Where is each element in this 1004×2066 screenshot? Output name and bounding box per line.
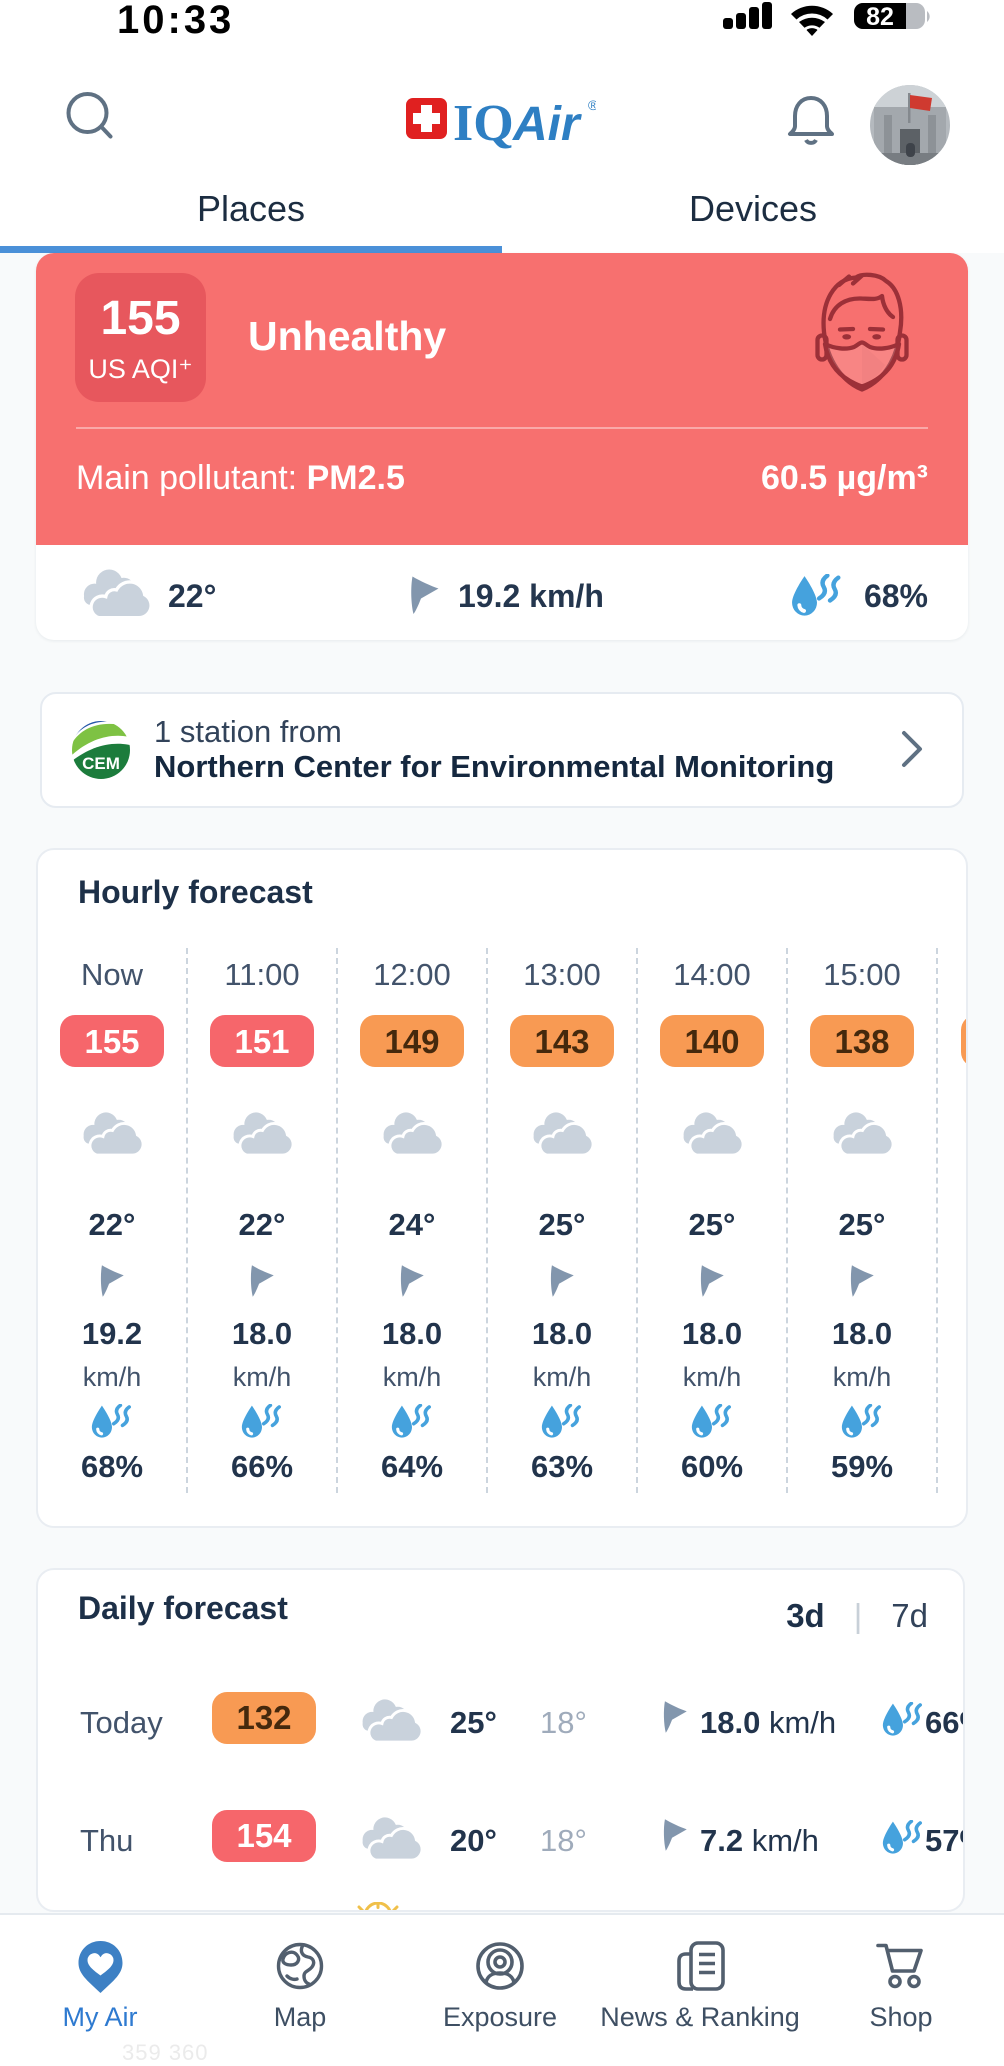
svg-text:Air: Air — [512, 98, 582, 151]
svg-text:CEM: CEM — [82, 754, 120, 773]
svg-text:®: ® — [588, 97, 596, 113]
svg-text:IQ: IQ — [453, 96, 514, 152]
svg-text:82: 82 — [866, 3, 894, 31]
